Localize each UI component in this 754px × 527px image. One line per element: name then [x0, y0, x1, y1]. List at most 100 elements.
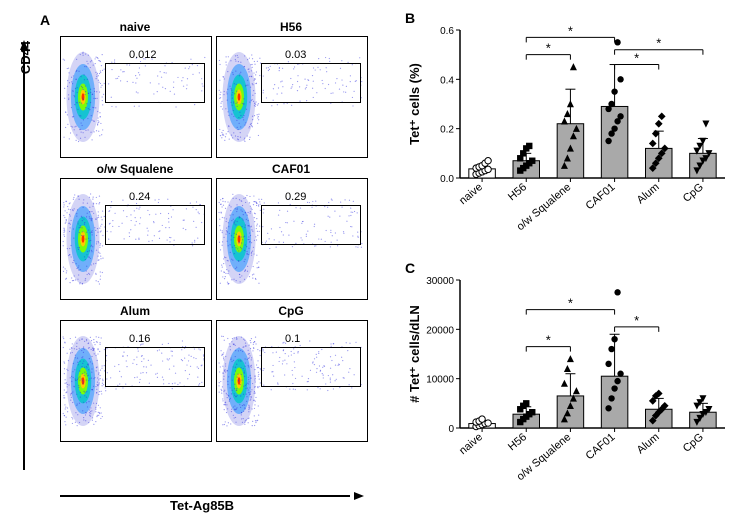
gate-value: 0.16 — [129, 333, 150, 345]
data-point — [608, 346, 614, 352]
data-point — [529, 409, 535, 415]
x-axis-label: Tet-Ag85B — [170, 498, 234, 513]
data-point — [570, 63, 577, 70]
bar — [690, 153, 717, 178]
significance-star: * — [546, 41, 551, 56]
flow-plot-box: 0.240102103104105 — [60, 178, 212, 300]
y-axis-label: # Tet⁺ cells/dLN — [407, 305, 422, 403]
category-label: naive — [457, 181, 485, 207]
y-tick-label: 0.2 — [440, 125, 454, 136]
flow-plot-box: 0.160102103104105 — [60, 320, 212, 442]
data-point — [567, 355, 574, 362]
flow-plot-alum: Alum0.160102103104105 — [60, 304, 210, 442]
flow-plot-box: 0.290102103104105 — [216, 178, 368, 300]
right-column: B 0.00.20.40.6Tet⁺ cells (%)naiveH56o/w … — [405, 10, 735, 517]
data-point — [658, 112, 666, 120]
data-point — [614, 378, 620, 384]
panel-A-label: A — [40, 12, 50, 28]
gate-value: 0.29 — [285, 191, 306, 203]
data-point — [611, 88, 617, 94]
significance-star: * — [634, 313, 639, 328]
gate-value: 0.24 — [129, 191, 150, 203]
panel-C: C 0100002000030000# Tet⁺ cells/dLNnaiveH… — [405, 260, 735, 500]
y-tick-label: 0.6 — [440, 26, 454, 37]
flow-plot-title: o/w Squalene — [60, 162, 210, 178]
data-point — [561, 380, 568, 387]
data-point — [611, 385, 617, 391]
flow-plot-box: 0.10102103104105 — [216, 320, 368, 442]
gate-rect — [261, 63, 361, 103]
data-point — [611, 125, 617, 131]
panel-C-label: C — [405, 260, 415, 276]
flow-plot-h56: H560.030102103104105 — [216, 20, 366, 158]
flow-plot-caf01: CAF010.290102103104105 — [216, 162, 366, 300]
panel-B-chart: 0.00.20.40.6Tet⁺ cells (%)naiveH56o/w Sq… — [405, 10, 735, 250]
data-point — [564, 365, 571, 372]
gate-value: 0.03 — [285, 49, 306, 61]
data-point — [617, 76, 623, 82]
panel-B-label: B — [405, 10, 415, 26]
significance-star: * — [568, 23, 573, 38]
significance-star: * — [656, 36, 661, 51]
data-point — [617, 371, 623, 377]
x-axis-line — [60, 495, 350, 497]
panel-A-y-axis: CD44 — [20, 40, 28, 470]
flow-plot-title: naive — [60, 20, 210, 36]
gate-rect — [261, 205, 361, 245]
flow-plot-title: Alum — [60, 304, 210, 320]
arrow-right-icon — [354, 492, 364, 500]
data-point — [605, 361, 611, 367]
flow-plot-naive: naive0.0120102103104105 — [60, 20, 210, 158]
flow-plot-title: CAF01 — [216, 162, 366, 178]
flow-plot-cpg: CpG0.10102103104105 — [216, 304, 366, 442]
flow-plot-title: H56 — [216, 20, 366, 36]
y-axis-line: CD44 — [23, 50, 25, 470]
y-tick-label: 10000 — [426, 375, 454, 386]
data-point — [523, 400, 529, 406]
data-point — [526, 143, 532, 149]
panel-A-x-axis: Tet-Ag85B — [60, 492, 364, 500]
data-point — [479, 416, 485, 422]
flow-plot-grid: naive0.0120102103104105H560.030102103104… — [60, 20, 380, 446]
data-point — [564, 110, 571, 117]
y-tick-label: 0.4 — [440, 75, 454, 86]
category-label: Alum — [635, 431, 662, 456]
y-axis-label: CD44 — [18, 41, 33, 74]
gate-rect — [105, 347, 205, 387]
category-label: H56 — [506, 181, 529, 203]
significance-star: * — [634, 51, 639, 66]
data-point — [605, 405, 611, 411]
panel-B: B 0.00.20.40.6Tet⁺ cells (%)naiveH56o/w … — [405, 10, 735, 250]
y-tick-label: 30000 — [426, 276, 454, 287]
category-label: naive — [457, 431, 485, 457]
data-point — [605, 138, 611, 144]
bar — [601, 106, 628, 178]
panel-A: A CD44 naive0.0120102103104105H560.03010… — [10, 10, 400, 500]
bar — [601, 376, 628, 428]
panel-C-chart: 0100002000030000# Tet⁺ cells/dLNnaiveH56… — [405, 260, 735, 500]
data-point — [702, 121, 709, 128]
flow-plot-o-w-squalene: o/w Squalene0.240102103104105 — [60, 162, 210, 300]
y-tick-label: 0 — [448, 424, 454, 435]
gate-value: 0.012 — [129, 49, 157, 61]
y-axis-label: Tet⁺ cells (%) — [407, 63, 422, 145]
category-label: CAF01 — [584, 181, 618, 212]
gate-rect — [105, 205, 205, 245]
category-label: Alum — [635, 181, 662, 206]
data-point — [485, 166, 491, 172]
data-point — [611, 336, 617, 342]
category-label: CAF01 — [584, 431, 618, 462]
data-point — [485, 420, 491, 426]
flow-plot-title: CpG — [216, 304, 366, 320]
figure-root: A CD44 naive0.0120102103104105H560.03010… — [10, 10, 744, 517]
gate-rect — [105, 63, 205, 103]
data-point — [529, 158, 535, 164]
data-point — [614, 289, 620, 295]
gate-rect — [261, 347, 361, 387]
data-point — [608, 395, 614, 401]
category-label: CpG — [681, 431, 706, 455]
significance-star: * — [568, 296, 573, 311]
data-point — [608, 101, 614, 107]
gate-value: 0.1 — [285, 333, 300, 345]
category-label: H56 — [506, 431, 529, 453]
